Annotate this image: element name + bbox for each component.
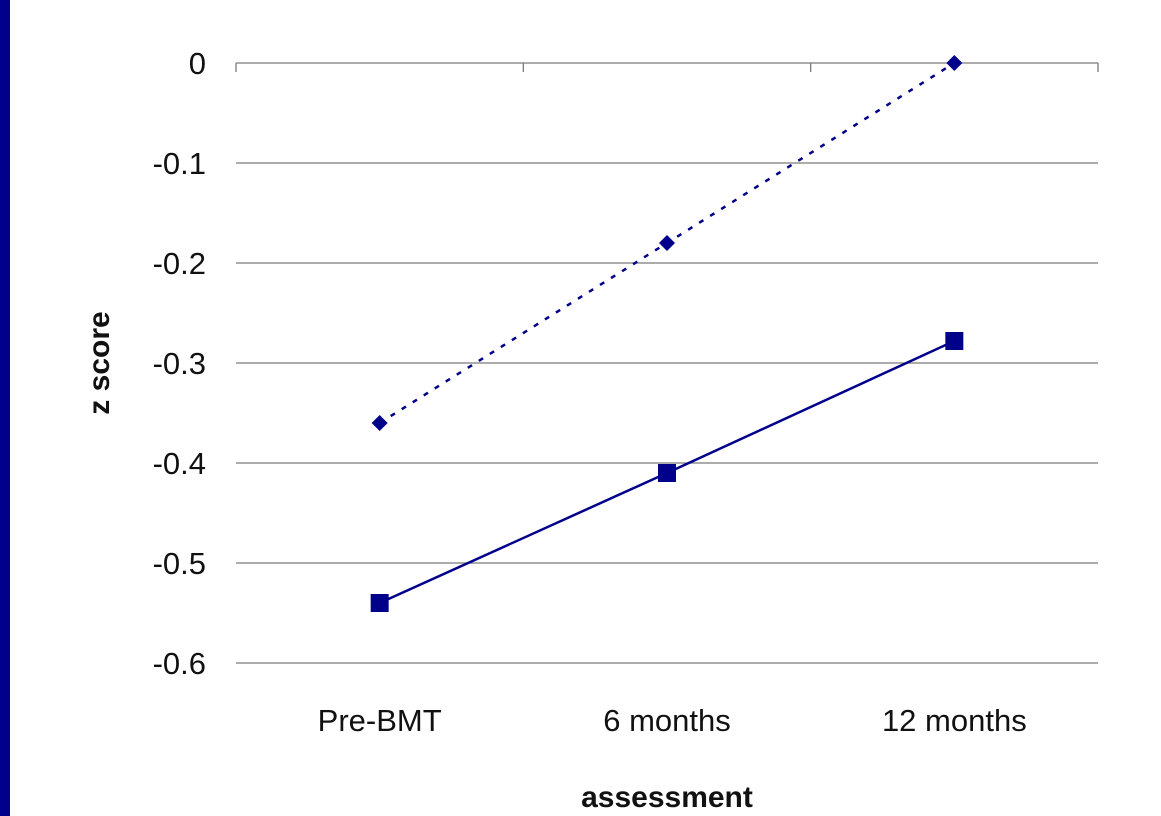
y-tick-label: -0.4 <box>153 446 206 481</box>
series-1 <box>371 55 963 431</box>
x-tick-labels: Pre-BMT 6 months 12 months <box>318 703 1027 738</box>
y-tick-label: -0.3 <box>153 346 206 381</box>
y-axis-title: z score <box>83 311 116 414</box>
data-point-square <box>370 594 389 612</box>
x-tick-label: 12 months <box>882 703 1027 738</box>
chart-axes <box>235 63 1099 72</box>
data-series <box>370 55 964 612</box>
data-point-diamond <box>659 235 675 251</box>
data-point-square <box>658 464 676 482</box>
x-tick-label: Pre-BMT <box>318 703 442 738</box>
y-tick-label: -0.2 <box>153 246 206 281</box>
data-point-diamond <box>946 55 963 71</box>
y-tick-labels: 0 -0.1 -0.2 -0.3 -0.4 -0.5 -0.6 <box>153 46 206 681</box>
x-axis-title: assessment <box>581 781 753 814</box>
y-tick-label: -0.1 <box>153 146 206 181</box>
y-tick-label: -0.6 <box>153 646 206 681</box>
x-tick-label: 6 months <box>603 703 731 738</box>
y-tick-label: -0.5 <box>153 546 206 581</box>
grid-lines <box>236 62 1098 664</box>
y-tick-label: 0 <box>189 46 206 81</box>
data-point-diamond <box>371 415 388 431</box>
chart-panel <box>10 0 1161 816</box>
data-point-square <box>945 332 964 350</box>
series-2 <box>370 332 964 612</box>
